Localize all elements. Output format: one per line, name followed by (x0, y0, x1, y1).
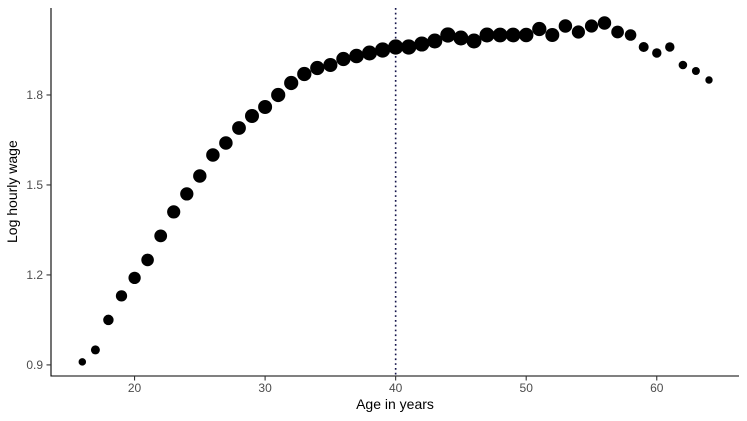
data-point (323, 57, 338, 73)
x-tick-label: 50 (520, 381, 534, 395)
data-point (597, 16, 612, 30)
data-point (492, 27, 508, 43)
y-tick-label: 1.2 (26, 268, 43, 282)
data-point (232, 121, 246, 135)
data-point (401, 39, 417, 55)
data-point (571, 25, 586, 39)
data-point (665, 42, 675, 52)
data-point (388, 39, 404, 55)
y-tick-label: 1.5 (26, 178, 43, 192)
data-point (167, 205, 181, 219)
data-point (245, 109, 259, 123)
data-point (78, 358, 87, 366)
data-point (90, 345, 100, 355)
data-point (705, 76, 713, 84)
data-point (505, 27, 521, 43)
y-tick-label: 1.8 (26, 88, 43, 102)
data-point (611, 25, 624, 39)
data-point (258, 100, 273, 114)
data-point (115, 290, 128, 302)
data-point (427, 33, 443, 49)
y-axis-title: Log hourly wage (4, 140, 20, 244)
data-point (624, 29, 637, 41)
y-tick-label: 0.9 (26, 358, 43, 372)
data-point (518, 27, 534, 43)
data-point (271, 87, 286, 103)
data-point (691, 67, 700, 75)
data-point (154, 229, 168, 243)
data-point (479, 27, 495, 43)
data-point (297, 66, 312, 82)
x-tick-label: 60 (650, 381, 664, 395)
data-point (206, 148, 220, 162)
data-point (440, 27, 456, 43)
data-point (193, 169, 207, 183)
data-point (652, 48, 662, 58)
data-point (584, 19, 599, 33)
x-axis-title: Age in years (356, 396, 434, 412)
data-point (375, 42, 391, 58)
data-point (362, 45, 377, 61)
data-point (545, 28, 560, 42)
data-point (638, 42, 649, 52)
data-point (180, 187, 194, 201)
data-point (532, 21, 547, 37)
data-point (678, 60, 688, 70)
data-point (414, 36, 430, 52)
data-point (466, 33, 482, 49)
data-point (219, 136, 233, 150)
x-tick-label: 40 (389, 381, 403, 395)
data-point (128, 271, 141, 285)
x-tick-label: 30 (258, 381, 272, 395)
data-point (310, 60, 325, 76)
data-point (349, 48, 364, 64)
x-tick-label: 20 (128, 381, 142, 395)
data-point (558, 19, 573, 33)
data-point (141, 253, 154, 267)
data-point (284, 75, 299, 91)
data-point (336, 51, 351, 67)
data-point (453, 30, 469, 46)
data-point (103, 314, 114, 326)
